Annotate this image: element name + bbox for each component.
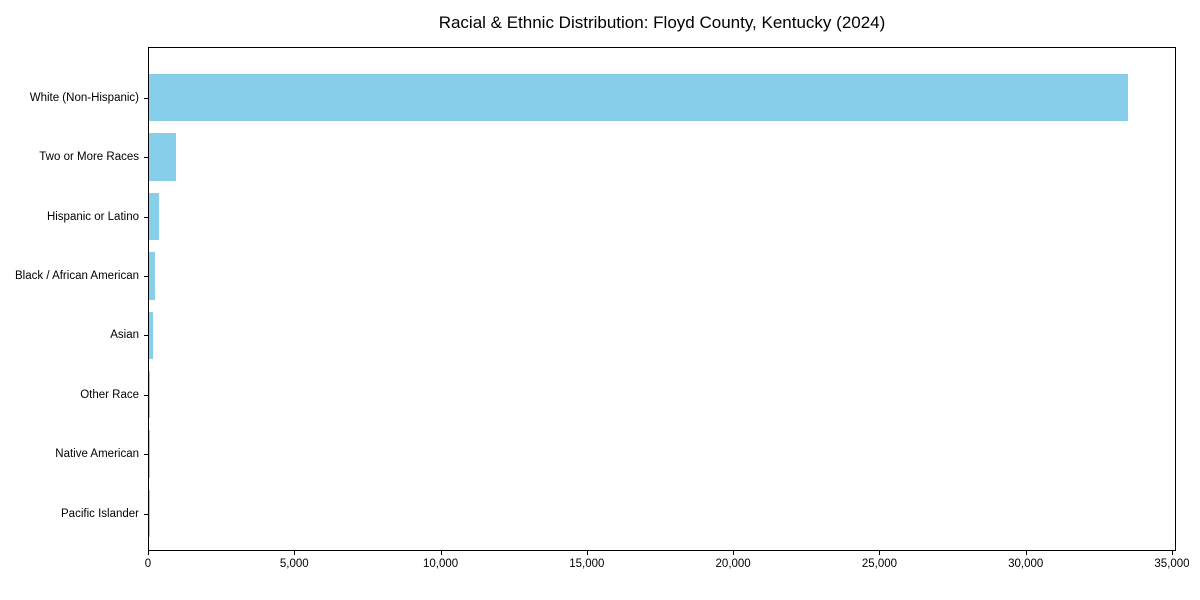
y-tick-label-two-or-more-races: Two or More Races bbox=[39, 151, 139, 164]
y-tick-mark bbox=[144, 216, 148, 218]
x-tick-mark bbox=[294, 551, 296, 555]
x-tick-label-15-000: 15,000 bbox=[569, 558, 605, 570]
bar-white-non-hispanic bbox=[149, 73, 1128, 122]
y-tick-mark bbox=[144, 157, 148, 159]
y-tick-mark bbox=[144, 275, 148, 277]
y-tick-label-pacific-islander: Pacific Islander bbox=[61, 507, 139, 520]
y-tick-mark bbox=[144, 97, 148, 99]
y-tick-mark bbox=[144, 513, 148, 515]
bar-two-or-more-races bbox=[149, 133, 176, 181]
x-tick-mark bbox=[148, 551, 149, 555]
chart-title: Racial & Ethnic Distribution: Floyd Coun… bbox=[438, 13, 886, 32]
x-tick-label-25-000: 25,000 bbox=[861, 558, 898, 570]
bar-hispanic-or-latino bbox=[149, 192, 159, 241]
x-tick-mark bbox=[879, 551, 881, 555]
x-tick-mark bbox=[440, 551, 442, 555]
bar-asian bbox=[149, 311, 154, 360]
x-tick-label-35-000: 35,000 bbox=[1154, 558, 1190, 570]
plot-area bbox=[148, 47, 1176, 551]
x-tick-mark bbox=[733, 551, 735, 555]
bar-native-american bbox=[149, 430, 150, 478]
x-tick-mark bbox=[586, 551, 588, 555]
x-tick-label-30-000: 30,000 bbox=[1008, 558, 1044, 570]
y-tick-mark bbox=[144, 454, 148, 456]
x-tick-label-0: 0 bbox=[144, 558, 152, 570]
y-tick-label-native-american: Native American bbox=[55, 448, 139, 461]
y-tick-label-asian: Asian bbox=[110, 329, 139, 342]
y-tick-mark bbox=[144, 335, 148, 337]
x-tick-label-10-000: 10,000 bbox=[422, 558, 459, 570]
y-tick-label-white-non-hispanic: White (Non-Hispanic) bbox=[29, 91, 139, 104]
y-tick-label-black-african-american: Black / African American bbox=[15, 269, 139, 282]
bar-other-race bbox=[149, 370, 151, 419]
x-tick-mark bbox=[1025, 551, 1027, 555]
x-tick-label-20-000: 20,000 bbox=[715, 558, 751, 570]
bar-black-african-american bbox=[149, 252, 155, 300]
x-tick-label-5-000: 5,000 bbox=[279, 558, 309, 570]
y-tick-mark bbox=[144, 394, 148, 396]
y-tick-label-hispanic-or-latino: Hispanic or Latino bbox=[46, 210, 139, 223]
x-tick-mark bbox=[1171, 551, 1173, 555]
y-tick-label-other-race: Other Race bbox=[80, 388, 139, 401]
